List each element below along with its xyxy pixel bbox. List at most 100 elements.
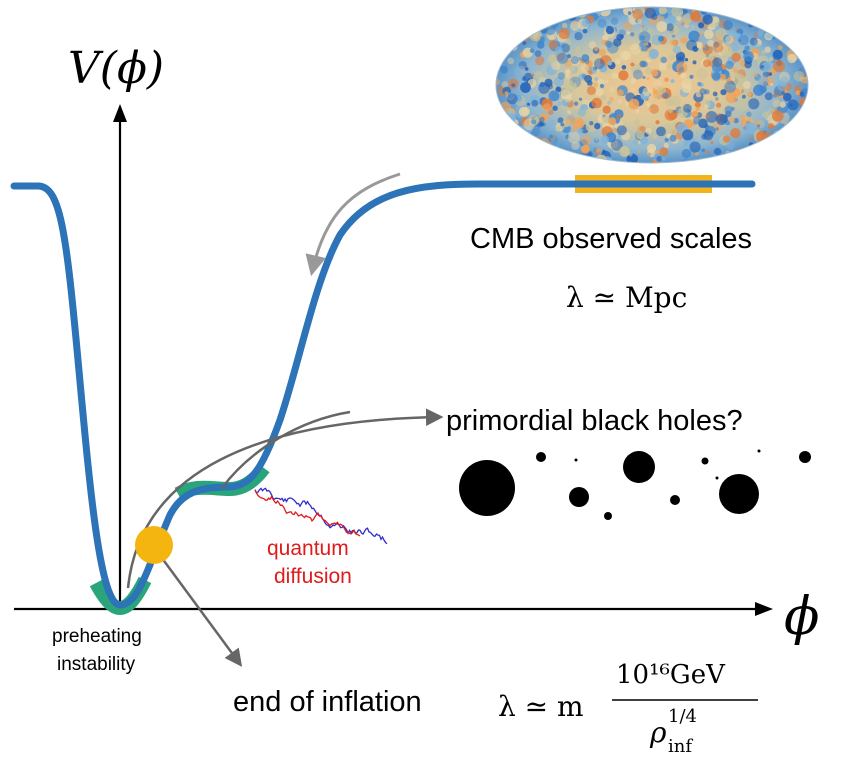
cmb-speckle [742, 80, 751, 89]
end-of-inflation-formula: λ ≃ m 10¹⁶GeV ρ 1/4 inf [498, 660, 758, 757]
cmb-speckle [620, 15, 630, 24]
cmb-speckle [635, 109, 640, 114]
cmb-speckle [686, 39, 697, 51]
cmb-speckle [663, 142, 669, 149]
black-hole [536, 452, 546, 462]
cmb-speckle [797, 7, 808, 19]
cmb-speckle [802, 107, 808, 113]
cmb-speckle [500, 30, 509, 39]
cmb-speckle [762, 156, 767, 161]
cmb-speckle [557, 72, 566, 80]
cmb-speckle [730, 76, 735, 82]
cmb-speckle [548, 39, 558, 50]
cmb-speckle [711, 62, 722, 73]
cmb-speckle [772, 130, 785, 143]
cmb-speckle [787, 17, 794, 24]
cmb-speckle [771, 134, 782, 145]
cmb-speckle [526, 7, 531, 12]
cmb-speckle [779, 101, 786, 108]
cmb-speckle [690, 10, 701, 22]
cmb-speckle [522, 41, 527, 45]
cmb-speckle [753, 84, 765, 96]
cmb-speckle [647, 148, 656, 158]
cmb-speckle [548, 90, 560, 102]
cmb-speckle [681, 148, 692, 159]
cmb-speckle [581, 7, 589, 11]
cmb-speckle [744, 115, 749, 121]
cmb-speckle [762, 111, 769, 118]
cmb-speckle [798, 117, 808, 130]
cmb-speckle [562, 119, 571, 128]
cmb-speckle [703, 104, 709, 109]
cmb-speckle [526, 102, 531, 106]
cmb-speckle [605, 80, 608, 84]
cmb-speckle [635, 149, 639, 153]
cmb-speckle [579, 97, 582, 101]
cmb-speckle [802, 113, 808, 121]
cmb-speckle [545, 9, 557, 21]
cmb-speckle [592, 7, 598, 12]
cmb-speckle [769, 82, 774, 87]
cmb-speckle [800, 88, 808, 100]
cmb-speckle [761, 61, 772, 73]
cmb-speckle [507, 92, 514, 99]
x-axis-label: ϕ [784, 587, 819, 647]
cmb-speckle [574, 46, 581, 52]
cmb-speckle [520, 25, 527, 33]
cmb-speckle [793, 40, 801, 48]
y-axis-arrowhead [113, 104, 127, 122]
cmb-speckle [672, 45, 681, 54]
cmb-speckle [600, 135, 609, 144]
cmb-speckle [589, 116, 594, 121]
cmb-speckle [726, 141, 735, 150]
cmb-speckle [628, 26, 633, 31]
cmb-speckle [688, 30, 700, 43]
cmb-speckle [704, 29, 714, 40]
cmb-speckle [772, 99, 781, 108]
cmb-speckle [632, 69, 643, 80]
cmb-speckle [610, 17, 619, 25]
cmb-speckle [594, 77, 599, 81]
cmb-speckle [595, 88, 604, 97]
cmb-speckle [701, 148, 706, 153]
cmb-speckle [788, 154, 795, 160]
eoi-numerator: 10¹⁶GeV [616, 660, 726, 690]
cmb-speckle [548, 9, 558, 19]
cmb-speckle [648, 107, 652, 111]
cmb-speckle [702, 59, 711, 68]
black-hole [757, 449, 761, 453]
cmb-speckle [678, 66, 685, 73]
cmb-speckle [588, 70, 593, 75]
cmb-speckle [787, 128, 795, 136]
cmb-scale-label: λ ≃ Mpc [566, 281, 687, 314]
cmb-speckle [598, 48, 606, 57]
cmb-speckle [616, 113, 622, 120]
quantum-diffusion-label-line2: diffusion [274, 565, 352, 588]
cmb-speckle [786, 27, 793, 34]
cmb-speckle [665, 128, 670, 132]
cmb-speckle [593, 82, 599, 88]
cmb-speckle [627, 11, 632, 15]
cmb-speckle [617, 134, 622, 139]
cmb-speckle [609, 96, 614, 102]
cmb-speckle [524, 22, 535, 33]
cmb-speckle [795, 90, 801, 96]
cmb-speckle [650, 69, 659, 77]
cmb-speckle [724, 81, 736, 93]
cmb-speckle [599, 83, 605, 89]
cmb-speckle [799, 112, 808, 123]
cmb-speckle [563, 7, 573, 13]
cmb-speckle [681, 158, 690, 163]
cmb-speckle [614, 123, 618, 127]
cmb-speckle [642, 75, 646, 79]
cmb-speckle [733, 153, 743, 163]
cmb-speckle [630, 62, 635, 67]
cmb-speckle [785, 38, 796, 49]
cmb-speckle [660, 15, 665, 20]
cmb-speckle [677, 71, 682, 75]
cmb-speckle [608, 60, 612, 65]
cmb-speckle [713, 42, 724, 53]
cmb-speckle [594, 122, 601, 130]
cmb-speckle [573, 7, 583, 16]
cmb-speckle [693, 116, 701, 125]
